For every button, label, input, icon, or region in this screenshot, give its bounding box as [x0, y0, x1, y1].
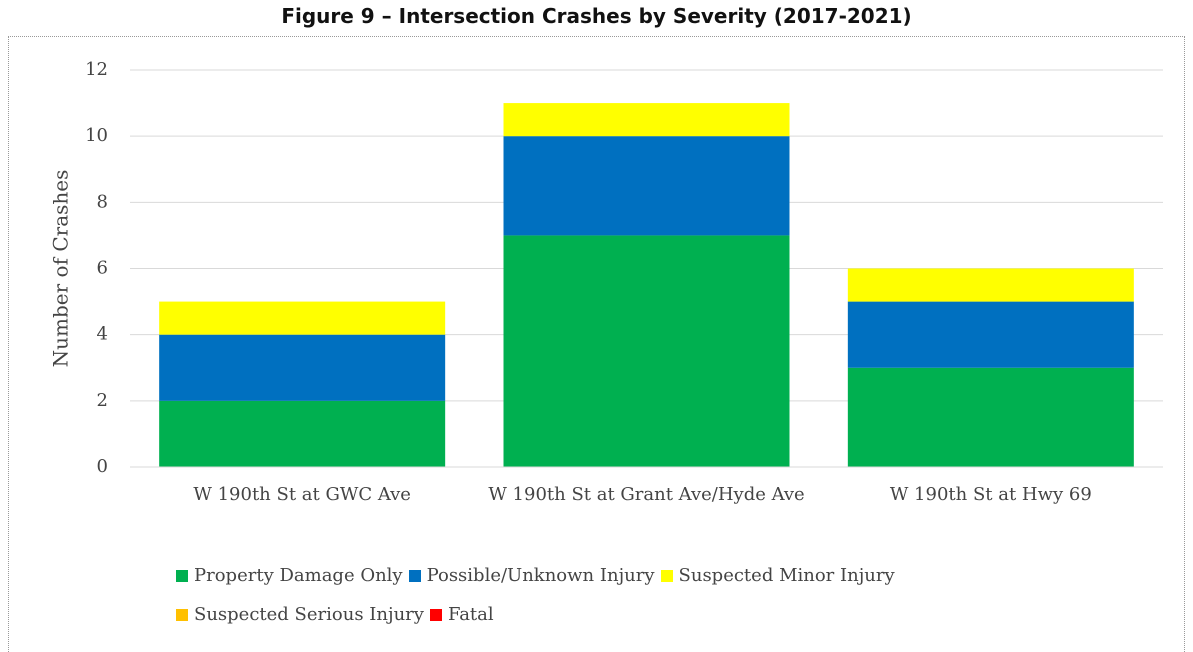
y-axis-label: Number of Crashes — [49, 170, 73, 368]
bar-segment — [159, 301, 446, 335]
legend-label: Fatal — [447, 604, 494, 625]
y-tick-label: 4 — [97, 324, 108, 345]
chart-title: Figure 9 – Intersection Crashes by Sever… — [281, 4, 912, 28]
y-tick-label: 10 — [85, 125, 108, 146]
legend-swatch — [176, 608, 188, 621]
y-tick-label: 6 — [97, 258, 108, 279]
legend-item: Suspected Serious Injury — [176, 604, 424, 625]
y-tick-label: 12 — [85, 59, 108, 80]
legend-item: Property Damage Only — [176, 565, 403, 586]
legend: Property Damage Only Possible/Unknown Inj… — [176, 565, 1056, 625]
bar-segment — [503, 235, 790, 467]
y-tick-label: 2 — [97, 390, 108, 411]
x-tick-label: W 190th St at GWC Ave — [193, 484, 411, 505]
bar-segment — [847, 268, 1134, 302]
legend-item: Suspected Minor Injury — [660, 565, 895, 586]
bar-segment — [503, 136, 790, 236]
legend-item: Possible/Unknown Injury — [408, 565, 655, 586]
y-tick-label: 8 — [97, 191, 108, 212]
legend-label: Suspected Minor Injury — [678, 565, 895, 586]
legend-item: Fatal — [429, 604, 494, 625]
bar-segment — [159, 334, 446, 401]
x-tick-label: W 190th St at Hwy 69 — [889, 484, 1092, 505]
y-tick-label: 0 — [97, 456, 108, 477]
bar-segment — [847, 301, 1134, 368]
chart-frame — [8, 36, 1185, 652]
legend-swatch — [408, 569, 421, 582]
bar-segment — [503, 103, 790, 137]
legend-swatch — [660, 569, 673, 582]
bar-segment — [847, 367, 1134, 467]
x-tick-label: W 190th St at Grant Ave/Hyde Ave — [488, 484, 805, 505]
legend-label: Suspected Serious Injury — [194, 604, 424, 625]
legend-label: Possible/Unknown Injury — [426, 565, 655, 586]
legend-label: Property Damage Only — [194, 565, 403, 586]
legend-swatch — [429, 608, 442, 621]
legend-swatch — [176, 569, 188, 582]
bar-segment — [159, 400, 446, 467]
